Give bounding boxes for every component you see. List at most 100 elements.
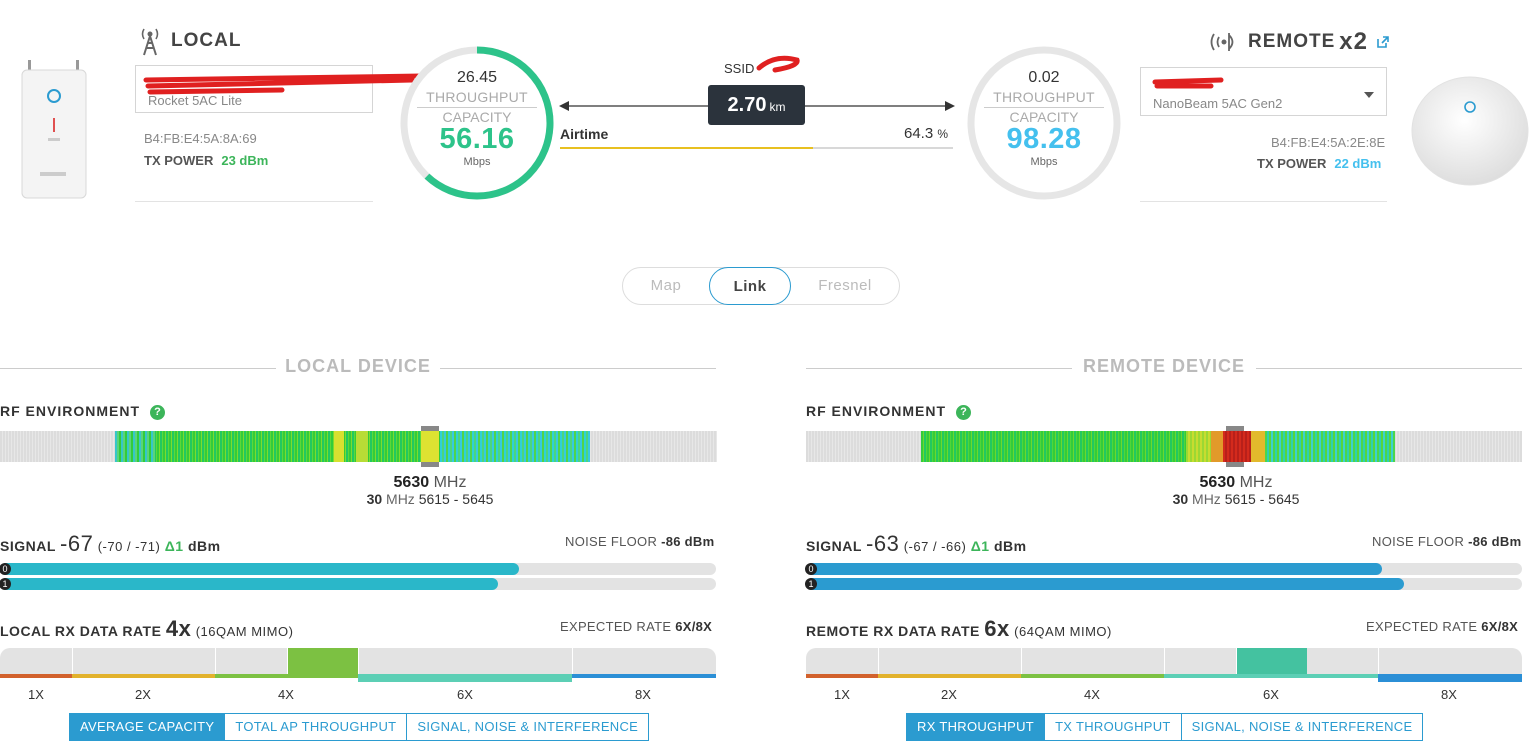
local-chain0-fill	[0, 563, 520, 575]
airtime-label: Airtime	[560, 126, 609, 142]
airtime-bar	[560, 147, 953, 149]
rate-tick-4x: 4X	[1084, 687, 1100, 702]
remote-title: REMOTE x2	[1208, 28, 1390, 56]
local-tx-power-value: 23 dBm	[221, 153, 269, 168]
chain-1-badge: 1	[805, 578, 817, 590]
airtime-value: 64.3 %	[904, 125, 948, 142]
remote-noise-label: NOISE FLOOR	[1372, 534, 1465, 549]
local-spectrum-hotspot	[115, 431, 155, 462]
local-section-title: LOCAL DEVICE	[285, 356, 431, 376]
average-capacity-button[interactable]: AVERAGE CAPACITY	[70, 714, 226, 740]
tab-link[interactable]: Link	[709, 267, 791, 305]
local-device-select[interactable]: Rocket 5AC Lite	[135, 65, 425, 113]
remote-rate-legend	[806, 674, 1522, 682]
airtime-unit: %	[937, 127, 949, 141]
remote-tx-power-value: 22 dBm	[1334, 156, 1382, 171]
local-throughput-value: 26.45	[456, 69, 498, 86]
remote-title-text: REMOTE	[1248, 31, 1336, 52]
remote-chain1-bar: 1	[805, 578, 1522, 590]
local-device-box	[135, 62, 373, 202]
rate-tick-6x: 6X	[1263, 687, 1279, 702]
remote-capacity-gauge: 0.02 THROUGHPUT CAPACITY 98.28 Mbps	[964, 43, 1124, 203]
remote-capacity-unit: Mbps	[1030, 156, 1058, 168]
remote-section-header: REMOTE DEVICE	[806, 356, 1522, 388]
remote-tx-power-label: TX POWER	[1257, 156, 1327, 171]
rate-tick-8x: 8X	[1441, 687, 1457, 702]
local-chain1-fill	[0, 578, 498, 590]
broadcast-icon	[1210, 33, 1234, 51]
local-device-image	[21, 60, 87, 199]
tower-icon	[141, 28, 159, 56]
help-icon[interactable]: ?	[150, 405, 165, 420]
local-signal-label: SIGNAL	[0, 538, 56, 554]
remote-chain0-fill	[806, 563, 1383, 575]
local-signal-chains: (-70 / -71)	[97, 539, 161, 554]
tx-throughput-button[interactable]: TX THROUGHPUT	[1045, 714, 1182, 740]
local-spectrum-hotspot	[356, 431, 368, 462]
rate-tick-6x: 6X	[457, 687, 473, 702]
remote-spectrum-hotspot	[1223, 431, 1251, 462]
local-device-model: Rocket 5AC Lite	[148, 93, 242, 108]
local-chain0-bar: 0	[0, 563, 716, 575]
local-rate-bar	[0, 648, 716, 674]
remote-channel-marker	[1226, 426, 1244, 431]
signal-noise-interference-button[interactable]: SIGNAL, NOISE & INTERFERENCE	[417, 719, 639, 734]
redaction-mark	[143, 73, 425, 95]
local-expected-value: 6X/8X	[675, 619, 713, 634]
ssid-label: SSID	[724, 61, 755, 76]
local-signal: SIGNAL -67 (-70 / -71) Δ1 dBm	[0, 531, 221, 557]
remote-freq: 5630 MHz	[1136, 474, 1336, 492]
remote-throughput-value: 0.02	[1028, 69, 1060, 86]
remote-rf-label: RF ENVIRONMENT	[806, 403, 946, 419]
remote-signal-chains: (-67 / -66)	[903, 539, 967, 554]
airtime-bar-fill	[560, 147, 813, 149]
remote-expected-value: 6X/8X	[1481, 619, 1519, 634]
rx-throughput-button[interactable]: RX THROUGHPUT	[907, 714, 1046, 740]
remote-rate-label: REMOTE RX DATA RATE	[806, 623, 980, 639]
external-link-icon[interactable]	[1376, 35, 1390, 49]
rate-tick-8x: 8X	[635, 687, 651, 702]
remote-signal-unit: dBm	[993, 538, 1027, 554]
remote-rf-spectrum	[806, 426, 1522, 467]
remote-capacity-value: 98.28	[1006, 123, 1082, 155]
local-rf-spectrum	[0, 426, 717, 467]
local-section-header: LOCAL DEVICE	[0, 356, 716, 388]
local-capacity-gauge: 26.45 THROUGHPUT CAPACITY 56.16 Mbps	[397, 43, 557, 203]
signal-noise-interference-button[interactable]: SIGNAL, NOISE & INTERFERENCE	[1191, 719, 1413, 734]
tab-fresnel[interactable]: Fresnel	[818, 277, 872, 294]
remote-freq-unit: MHz	[1239, 474, 1273, 491]
tab-map[interactable]: Map	[650, 277, 682, 294]
remote-device-select[interactable]: NanoBeam 5AC Gen2	[1140, 67, 1387, 116]
local-title: LOCAL	[137, 26, 241, 56]
remote-tx-power: TX POWER 22 dBm	[1257, 156, 1381, 171]
local-rate-indicator	[287, 648, 358, 674]
local-rf-label: RF ENVIRONMENT	[0, 403, 140, 419]
local-signal-delta: Δ1	[164, 538, 184, 554]
local-chain1-bar: 1	[0, 578, 716, 590]
local-capacity-value: 56.16	[439, 123, 515, 155]
local-chart-buttons: AVERAGE CAPACITY TOTAL AP THROUGHPUT SIG…	[69, 713, 650, 741]
remote-chain0-bar: 0	[805, 563, 1522, 575]
total-ap-throughput-button[interactable]: TOTAL AP THROUGHPUT	[225, 714, 408, 740]
remote-rate-modulation: (64QAM MIMO)	[1014, 624, 1112, 639]
ssid: SSID	[724, 61, 754, 76]
ssid-redaction-mark	[756, 55, 800, 73]
remote-count: x2	[1339, 28, 1368, 55]
redaction-mark	[1152, 77, 1224, 89]
remote-channel-width: 30 MHz 5615 - 5645	[1136, 491, 1336, 507]
local-noise-floor: NOISE FLOOR -86 dBm	[565, 534, 714, 549]
remote-rx-rate: REMOTE RX DATA RATE 6x (64QAM MIMO)	[806, 616, 1112, 642]
local-tx-power: TX POWER 23 dBm	[144, 153, 268, 168]
remote-device-image	[1411, 76, 1529, 186]
remote-width-unit: MHz	[1192, 491, 1221, 507]
remote-noise-value: -86 dBm	[1468, 534, 1522, 549]
remote-noise-floor: NOISE FLOOR -86 dBm	[1372, 534, 1521, 549]
local-channel-marker	[421, 426, 439, 431]
local-channel-marker	[421, 462, 439, 467]
help-icon[interactable]: ?	[956, 405, 971, 420]
chain-0-badge: 0	[0, 563, 11, 575]
rate-tick-2x: 2X	[941, 687, 957, 702]
remote-chart-buttons: RX THROUGHPUT TX THROUGHPUT SIGNAL, NOIS…	[906, 713, 1424, 741]
remote-spectrum-hotspot	[1251, 431, 1265, 462]
remote-rate-value: 6x	[984, 616, 1010, 641]
